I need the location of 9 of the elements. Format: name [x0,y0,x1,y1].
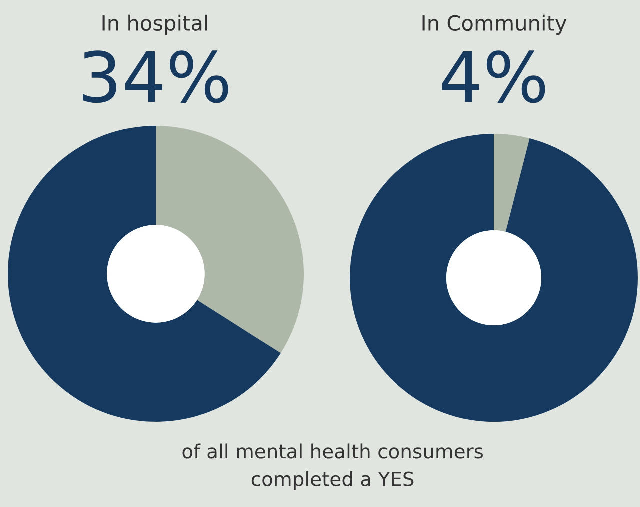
donut-slice [350,134,638,422]
donut-slice [8,126,281,422]
donut-slice [156,126,304,354]
chart-subtitle: 4% [442,50,546,104]
chart-title: In hospital [102,14,208,36]
text: of all mental health consumers completed a YES [182,444,484,490]
donut-slice [494,134,530,232]
chart-title: In Community [422,14,567,36]
chart-subtitle: 34% [83,50,228,104]
